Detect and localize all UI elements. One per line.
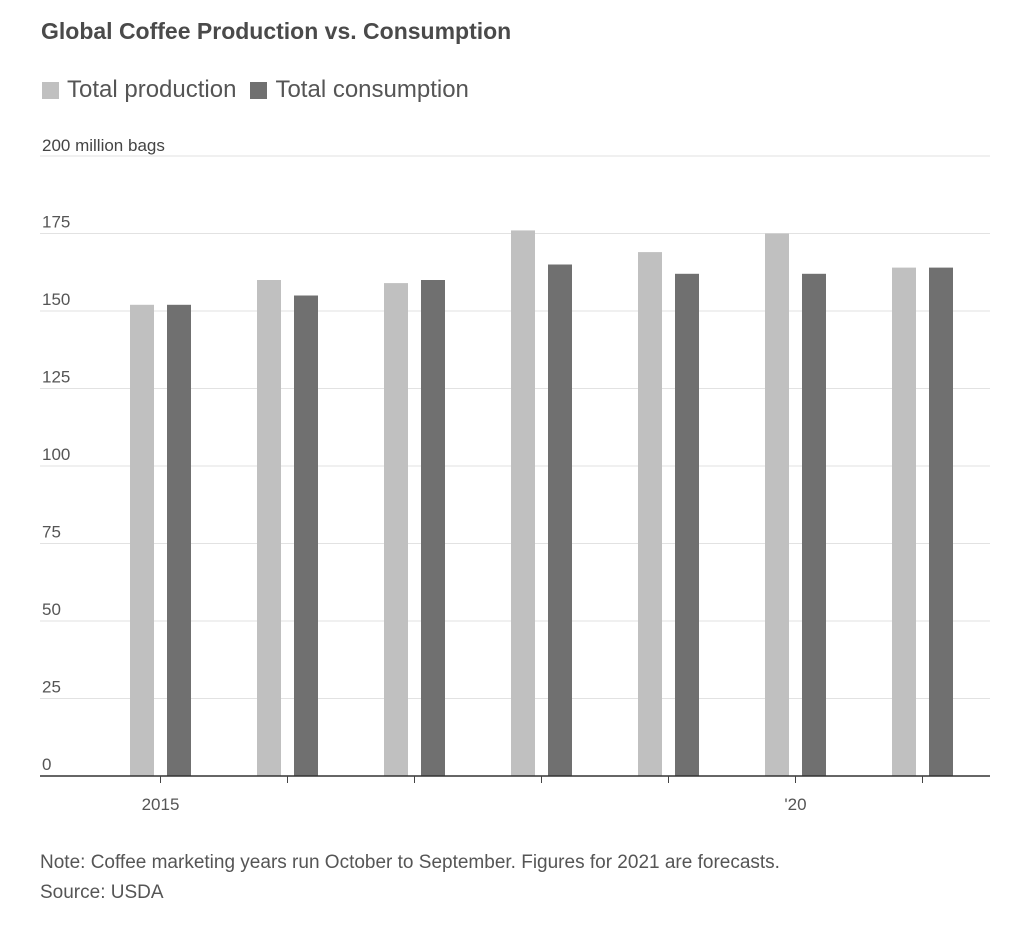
bar-production: [892, 267, 916, 776]
y-axis-label: 200 million bags: [42, 136, 165, 155]
bar-production: [384, 283, 408, 776]
chart-footer: Note: Coffee marketing years run October…: [40, 848, 780, 908]
bar-production: [130, 304, 154, 776]
bar-consumption: [802, 273, 826, 776]
legend-label-production: Total production: [67, 76, 237, 103]
y-tick-label: 150: [42, 290, 70, 309]
bar-consumption: [167, 304, 191, 776]
y-tick-label: 125: [42, 368, 70, 387]
y-tick-label: 0: [42, 755, 51, 774]
legend-item-production: Total production: [42, 76, 236, 104]
legend-item-consumption: Total consumption: [250, 76, 469, 104]
x-tick-label: 2015: [142, 795, 180, 814]
bar-production: [257, 280, 281, 776]
bar-consumption: [929, 267, 953, 776]
bar-production: [511, 230, 535, 776]
y-tick-label: 25: [42, 678, 61, 697]
y-tick-label: 100: [42, 445, 70, 464]
y-tick-label: 175: [42, 213, 70, 232]
bar-consumption: [675, 273, 699, 776]
bar-consumption: [421, 280, 445, 776]
legend: Total production Total consumption: [42, 76, 483, 104]
legend-swatch-consumption: [250, 81, 268, 99]
chart-note: Note: Coffee marketing years run October…: [40, 852, 780, 873]
legend-label-consumption: Total consumption: [275, 76, 469, 103]
bar-consumption: [548, 264, 572, 776]
bar-production: [765, 233, 789, 776]
bar-consumption: [294, 295, 318, 776]
chart-source: Source: USDA: [40, 882, 164, 903]
bar-chart: 0 25 50 75 100 125 150 175 200 million bags 2015 '…: [40, 136, 990, 814]
legend-swatch-production: [42, 81, 59, 99]
bar-production: [638, 252, 662, 777]
y-tick-label: 50: [42, 600, 61, 619]
y-tick-label: 75: [42, 523, 61, 542]
chart-title: Global Coffee Production vs. Consumption: [41, 18, 512, 44]
x-tick-label: '20: [784, 795, 806, 814]
